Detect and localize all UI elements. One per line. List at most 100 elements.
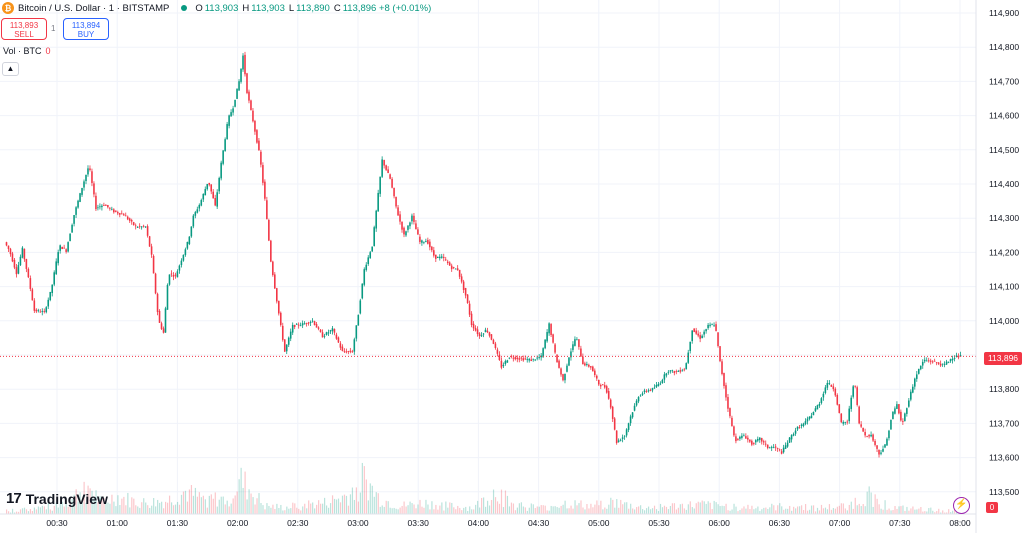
ohlc-close-key: C xyxy=(333,2,341,14)
price-axis[interactable]: 114,900 114,800 114,700 114,600 114,500 114,4… xyxy=(989,8,1019,497)
candle-body xyxy=(122,214,125,216)
volume-bar xyxy=(906,506,908,514)
volume-bar xyxy=(333,498,336,514)
volume-bar xyxy=(707,501,709,514)
candle-body xyxy=(910,391,912,400)
volume-bar xyxy=(9,512,12,514)
volume-bar xyxy=(163,508,165,514)
volume-bar xyxy=(240,467,242,514)
time-tick-label: 03:30 xyxy=(408,518,430,528)
lightning-icon[interactable]: ⚡ xyxy=(953,497,970,514)
volume-bar xyxy=(653,505,656,514)
volume-bar xyxy=(687,504,689,514)
candle-body xyxy=(303,323,306,325)
candle-body xyxy=(309,322,312,323)
candle-body xyxy=(377,192,379,212)
chart-grid xyxy=(0,0,976,514)
volume-bar xyxy=(922,511,924,514)
time-tick-label: 08:00 xyxy=(949,518,971,528)
volume-legend[interactable]: Vol · BTC 0 xyxy=(3,46,51,56)
volume-bar xyxy=(864,506,866,514)
candle-body xyxy=(393,187,395,197)
symbol-title[interactable]: Bitcoin / U.S. Dollar · 1 · BITSTAMP xyxy=(18,2,170,14)
volume-bar xyxy=(920,506,922,514)
volume-bar xyxy=(908,510,910,514)
volume-bar xyxy=(860,506,862,514)
candle-body xyxy=(399,214,401,222)
volume-bar xyxy=(799,506,801,514)
candle-body xyxy=(337,337,340,343)
volume-bar xyxy=(518,503,520,514)
sell-button[interactable]: 113,893 SELL xyxy=(1,18,47,40)
volume-bar xyxy=(536,506,538,514)
candle-body xyxy=(725,385,727,398)
candle-body xyxy=(256,130,258,143)
volume-bar xyxy=(242,487,244,514)
candle-body xyxy=(945,361,948,365)
candle-body xyxy=(621,437,624,439)
volume-bar xyxy=(936,511,938,514)
candle-body xyxy=(834,388,837,396)
candle-body xyxy=(580,348,582,357)
volume-bar xyxy=(624,502,626,514)
market-status-icon xyxy=(181,5,188,11)
volume-bar xyxy=(214,492,216,514)
tradingview-logo[interactable]: 17 TradingView xyxy=(6,490,108,507)
time-tick-label: 01:00 xyxy=(107,518,129,528)
volume-bar xyxy=(429,509,431,514)
volume-bar xyxy=(184,490,187,514)
volume-bar xyxy=(59,503,61,514)
candle-body xyxy=(578,339,580,347)
candle-body xyxy=(705,329,707,332)
volume-bar xyxy=(19,509,22,514)
volume-bar xyxy=(588,508,590,514)
candle-body xyxy=(99,206,101,208)
time-axis[interactable]: 00:30 01:00 01:30 02:00 02:30 03:00 03:30 04:00… xyxy=(46,518,971,528)
volume-bar xyxy=(932,510,934,514)
candle-body xyxy=(95,195,97,210)
volume-bar xyxy=(814,511,817,514)
volume-bar xyxy=(236,491,238,514)
volume-bar xyxy=(828,504,831,514)
candle-body xyxy=(29,278,32,289)
buy-button[interactable]: 113,894 BUY xyxy=(63,18,109,40)
candle-body xyxy=(548,323,550,334)
volume-bar xyxy=(675,509,677,514)
chevron-up-icon[interactable]: ▲ xyxy=(2,62,19,76)
volume-bar xyxy=(727,510,729,514)
candle-body xyxy=(51,284,54,294)
volume-bar xyxy=(186,501,189,514)
candle-body xyxy=(872,434,874,441)
volume-bar xyxy=(296,507,298,514)
candle-body xyxy=(216,192,218,207)
volume-bar xyxy=(709,502,711,514)
volume-bar xyxy=(290,508,292,514)
candle-body xyxy=(613,418,616,430)
candle-body xyxy=(631,412,634,418)
volume-bar xyxy=(210,494,212,514)
volume-bar xyxy=(767,508,769,514)
candle-body xyxy=(425,241,427,243)
volume-bar xyxy=(149,507,151,514)
volume-bar xyxy=(165,501,167,514)
candle-body xyxy=(470,313,473,325)
volume-bar xyxy=(850,501,852,514)
candle-body xyxy=(17,265,20,274)
volume-bar xyxy=(314,508,316,514)
volume-bar xyxy=(604,507,606,514)
candle-body xyxy=(329,330,332,332)
candle-body xyxy=(518,358,521,360)
candle-body xyxy=(341,346,344,351)
volume-bar xyxy=(904,510,906,514)
candle-body xyxy=(230,112,232,117)
candle-body xyxy=(711,324,713,326)
volume-bar xyxy=(634,509,636,514)
volume-bar xyxy=(129,507,131,514)
candle-body xyxy=(731,417,733,427)
candle-body xyxy=(59,245,61,251)
candle-body xyxy=(132,222,135,225)
ohlc-high-key: H xyxy=(242,2,250,14)
candle-body xyxy=(285,344,288,352)
volume-bar xyxy=(441,502,443,514)
